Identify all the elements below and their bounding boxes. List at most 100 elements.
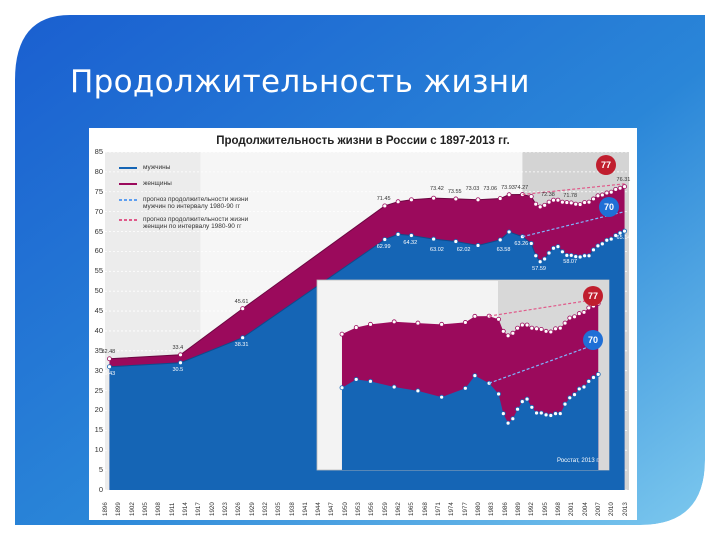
inset-women-point-3 <box>391 319 397 325</box>
women-point-1980 <box>475 197 481 203</box>
inset-women-point-26 <box>576 311 582 316</box>
inset-women-point-19 <box>543 328 549 334</box>
men-point-1897 <box>107 364 112 370</box>
y-tick-label: 5 <box>98 465 103 475</box>
women-point-1962 <box>395 199 401 205</box>
women-value-label: 32.48 <box>101 348 116 355</box>
men-point-2009 <box>604 237 610 243</box>
men-point-1994 <box>537 259 543 265</box>
y-tick-label: 40 <box>94 325 103 335</box>
inset-men-point-19 <box>543 412 549 418</box>
x-tick-label: 2001 <box>568 502 576 516</box>
men-point-1980 <box>475 243 481 248</box>
men-point-2001 <box>568 252 574 258</box>
inset-women-point-4 <box>415 320 421 326</box>
women-point-1997 <box>551 197 556 203</box>
inset-men-point-23 <box>562 401 568 407</box>
inset-men-badge: 70 <box>583 330 603 350</box>
slide-title: Продолжительность жизни <box>70 64 530 100</box>
x-tick-label: 1938 <box>288 502 296 516</box>
x-tick-label: 1911 <box>168 502 176 516</box>
y-tick-label: 70 <box>94 206 103 216</box>
men-point-1913 <box>178 360 183 366</box>
women-value-label: 73.06 <box>483 185 498 192</box>
y-tick-label: 55 <box>94 266 103 276</box>
men-value-label: 64.32 <box>403 239 418 246</box>
x-tick-label: 1992 <box>528 502 536 516</box>
men-point-1996 <box>546 250 552 256</box>
inset-men-point-17 <box>534 410 539 416</box>
x-tick-label: 1959 <box>381 502 389 516</box>
men-value-label: 58.07 <box>563 259 578 266</box>
women-value-label: 71.78 <box>563 192 578 199</box>
women-point-1996 <box>546 199 552 205</box>
inset-women-point-22 <box>557 325 563 331</box>
inset-women-point-5 <box>439 321 445 327</box>
x-tick-label: 1923 <box>221 502 229 516</box>
women-point-1998 <box>555 197 561 203</box>
y-tick-label: 0 <box>98 485 103 494</box>
x-tick-label: 1998 <box>554 502 562 516</box>
y-tick-label: 35 <box>94 345 103 355</box>
women-point-2013 <box>622 184 627 189</box>
x-tick-label: 1965 <box>408 502 416 516</box>
men-value-label: 63.58 <box>496 247 511 254</box>
inset-women-point-20 <box>548 329 554 335</box>
inset-men-point-22 <box>557 411 563 417</box>
inset-women-forecast <box>489 298 599 317</box>
women-point-2011 <box>613 186 619 192</box>
women-value-label: 73.03 <box>465 185 480 192</box>
women-value-label: 76.31 <box>616 176 631 183</box>
men-value-label: 62.99 <box>376 243 391 250</box>
men-point-2005 <box>586 253 592 259</box>
x-tick-label: 1950 <box>341 502 349 516</box>
chart-figure: Продолжительность жизни в России с 1897-… <box>89 128 637 520</box>
women-value-label: 74.27 <box>514 184 529 191</box>
y-tick-label: 15 <box>94 425 103 435</box>
legend-entry-1: мужчины <box>143 164 171 171</box>
men-point-1993 <box>533 253 539 259</box>
men-point-2006 <box>591 247 596 253</box>
x-tick-label: 1926 <box>235 502 243 516</box>
x-tick-label: 1968 <box>421 502 429 516</box>
inset-women-point-25 <box>572 314 577 320</box>
men-value-label: 63.02 <box>430 247 444 254</box>
women-point-2010 <box>608 189 614 195</box>
x-tick-label: 1974 <box>448 502 456 516</box>
x-tick-label: 1971 <box>435 502 443 516</box>
y-tick-label: 65 <box>94 226 103 236</box>
inset-men-point-0 <box>339 385 345 391</box>
inset-women-point-9 <box>496 316 501 322</box>
legend-entry-2: женщины <box>143 180 172 187</box>
women-value-label: 71.45 <box>376 195 391 202</box>
y-tick-label: 30 <box>94 365 103 375</box>
men-point-2012 <box>617 230 623 236</box>
x-tick-label: 1905 <box>141 502 149 516</box>
inset-men-point-15 <box>524 396 530 402</box>
inset-women-badge: 77 <box>583 286 603 306</box>
men-value-label: 30.5 <box>172 366 184 373</box>
women-point-1959 <box>382 203 388 209</box>
inset-men-point-3 <box>391 384 397 390</box>
men-point-1999 <box>559 249 565 255</box>
inset-men-point-9 <box>496 391 501 397</box>
inset-women-point-28 <box>586 305 592 311</box>
women-point-2004 <box>582 200 587 205</box>
inset-women-point-12 <box>510 330 516 336</box>
inset-men-point-26 <box>576 386 582 392</box>
men-value-label: 57.59 <box>532 265 546 272</box>
inset-women-point-16 <box>529 325 535 331</box>
women-point-1987 <box>506 192 512 198</box>
x-tick-label: 1902 <box>128 502 136 516</box>
y-tick-label: 60 <box>94 246 103 256</box>
inset-men-point-14 <box>519 399 525 405</box>
men-point-1992 <box>528 241 534 246</box>
men-point-1997 <box>551 245 556 251</box>
chart-title: Продолжительность жизни в России с 1897-… <box>216 135 510 147</box>
inset-men-point-18 <box>538 410 544 416</box>
inset-women-point-0 <box>339 331 345 337</box>
men-point-2002 <box>573 254 579 259</box>
x-tick-label: 1917 <box>195 502 203 516</box>
y-tick-label: 80 <box>94 166 103 176</box>
inset-women-point-21 <box>553 326 558 332</box>
